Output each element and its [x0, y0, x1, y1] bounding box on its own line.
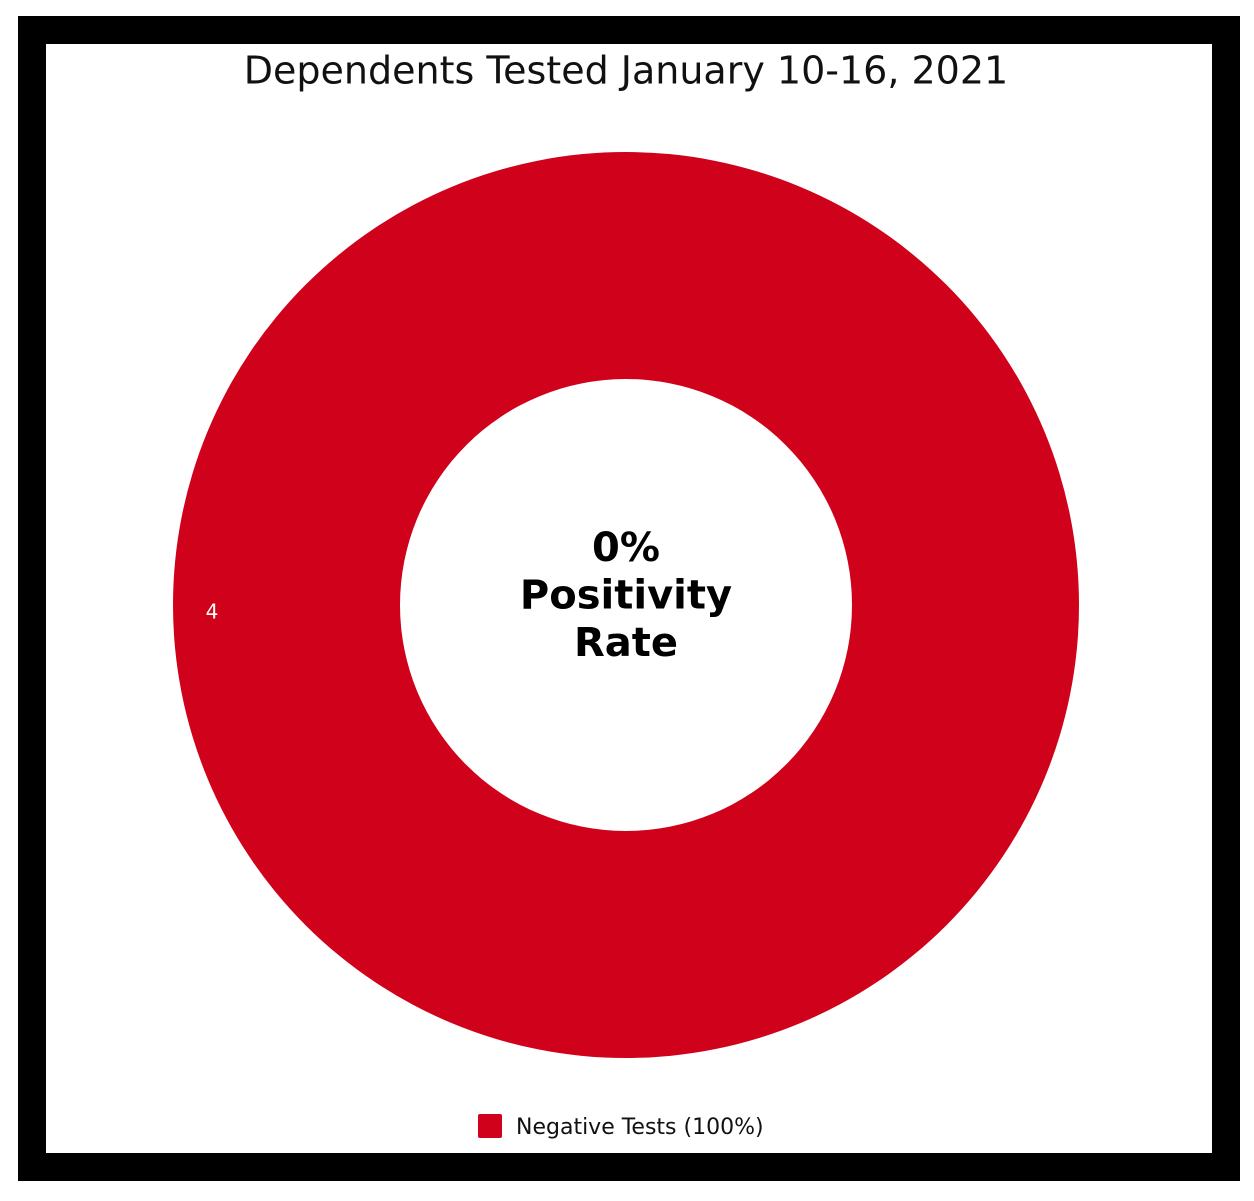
- center-text: Positivity: [520, 573, 732, 619]
- center-text: Rate: [574, 620, 678, 666]
- legend-label: Negative Tests (100%): [516, 1115, 764, 1140]
- legend-swatch: [478, 1114, 502, 1138]
- data-label: 4: [206, 600, 219, 624]
- chart-title: Dependents Tested January 10-16, 2021: [244, 49, 1008, 93]
- donut-slice: [173, 152, 1079, 1058]
- center-text: 0%: [592, 525, 660, 571]
